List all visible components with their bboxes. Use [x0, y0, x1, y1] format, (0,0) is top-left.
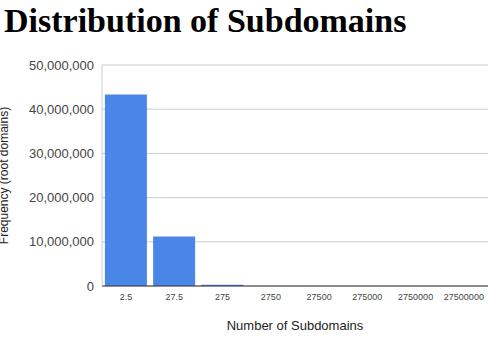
svg-text:10,000,000: 10,000,000 — [29, 234, 94, 249]
svg-text:27.5: 27.5 — [166, 292, 184, 302]
svg-text:50,000,000: 50,000,000 — [29, 58, 94, 73]
svg-text:40,000,000: 40,000,000 — [29, 102, 94, 117]
svg-text:20,000,000: 20,000,000 — [29, 190, 94, 205]
svg-text:27500: 27500 — [307, 292, 332, 302]
svg-text:Frequency (root domains): Frequency (root domains) — [8, 107, 11, 244]
svg-text:27500000: 27500000 — [444, 292, 484, 302]
svg-text:Number of Subdomains: Number of Subdomains — [227, 318, 364, 333]
html-text:Distribution of Subdomains: Distribution of Subdomains — [4, 2, 407, 39]
svg-text:0: 0 — [87, 279, 94, 294]
svg-text:30,000,000: 30,000,000 — [29, 146, 94, 161]
svg-text:2750000: 2750000 — [398, 292, 433, 302]
svg-text:275: 275 — [215, 292, 230, 302]
svg-text:275000: 275000 — [352, 292, 382, 302]
svg-text:2.5: 2.5 — [120, 292, 133, 302]
svg-text:2750: 2750 — [261, 292, 281, 302]
